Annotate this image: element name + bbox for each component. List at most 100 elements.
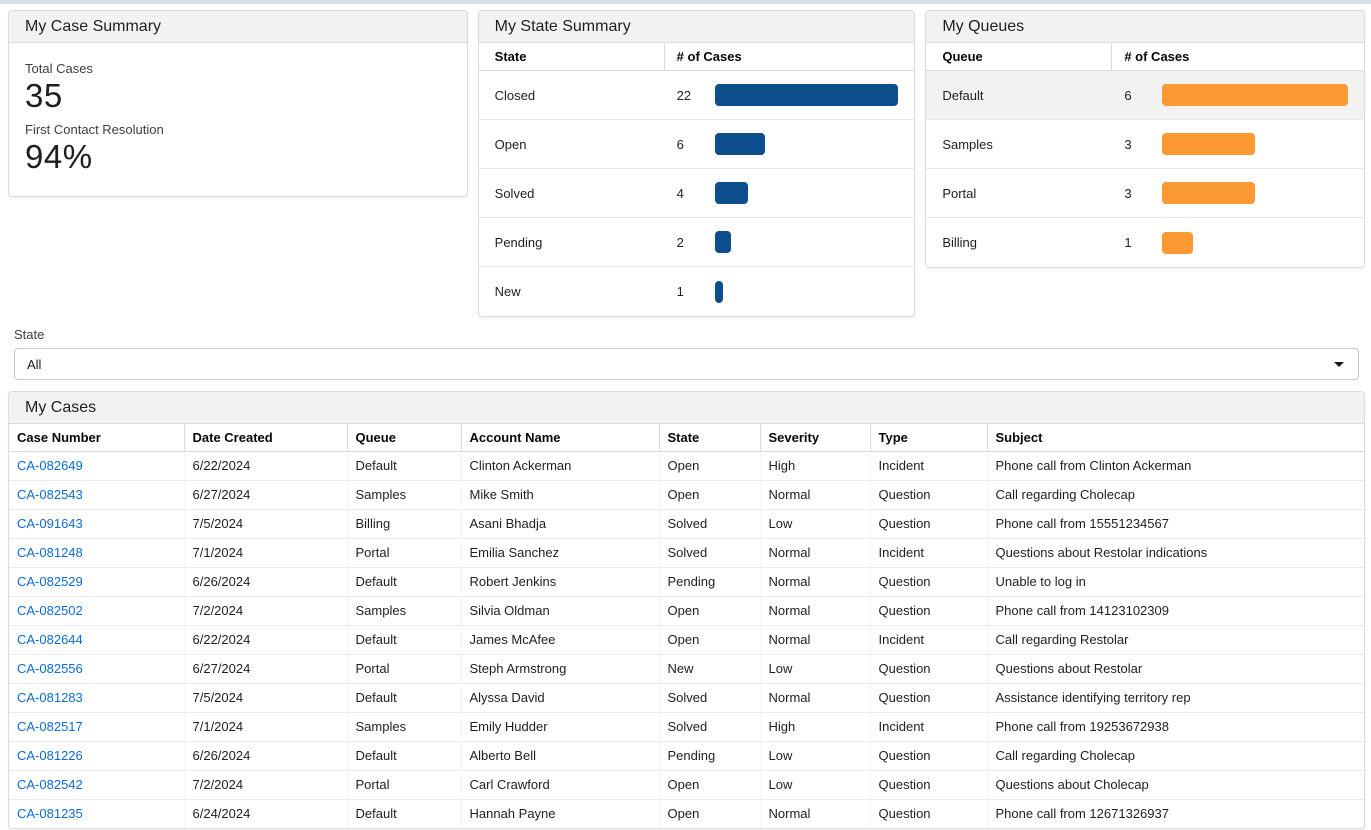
table-cell: Low <box>760 654 871 684</box>
case-number-cell: CA-082644 <box>9 625 185 655</box>
table-cell: Portal <box>347 538 462 568</box>
queues-column-headers: Queue # of Cases <box>926 43 1364 71</box>
card-title: My Case Summary <box>25 17 162 35</box>
table-cell: 7/5/2024 <box>184 683 348 713</box>
table-cell: Incident <box>870 625 988 655</box>
table-row: CA-082502 7/2/2024 Samples Silvia Oldman Ope… <box>9 596 1364 626</box>
queue-row[interactable]: Default 6 <box>926 71 1364 120</box>
table-cell: Samples <box>347 712 462 742</box>
case-number-link[interactable]: CA-082649 <box>17 458 83 473</box>
table-cell: Phone call from Clinton Ackerman <box>987 451 1364 481</box>
table-cell: Question <box>870 654 988 684</box>
table-cell: 6/22/2024 <box>184 451 348 481</box>
column-header[interactable]: Queue <box>347 424 462 452</box>
row-count: 1 <box>1124 235 1132 250</box>
row-label: New <box>494 284 521 299</box>
column-header[interactable]: State <box>659 424 761 452</box>
column-header[interactable]: Case Number <box>9 424 185 452</box>
bar-track <box>714 182 899 204</box>
bar-track <box>714 231 899 253</box>
table-cell: Solved <box>659 538 761 568</box>
case-number-link[interactable]: CA-081226 <box>17 748 83 763</box>
table-cell: Default <box>347 799 462 828</box>
state-summary-row[interactable]: Open 6 <box>478 120 915 169</box>
column-header[interactable]: Subject <box>987 424 1364 452</box>
card-title: My Queues <box>942 17 1025 35</box>
metric-label: First Contact Resolution <box>25 122 164 138</box>
queue-row[interactable]: Billing 1 <box>926 218 1364 267</box>
case-summary-metrics: Total Cases 35 First Contact Resolution … <box>9 43 467 196</box>
table-cell: Default <box>347 451 462 481</box>
table-cell: Incident <box>870 451 988 481</box>
queue-column-header: Queue <box>942 43 1113 70</box>
table-cell: Pending <box>659 741 761 771</box>
table-cell: Billing <box>347 509 462 539</box>
table-cell: Question <box>870 799 988 828</box>
table-cell: Default <box>347 683 462 713</box>
table-row: CA-082529 6/26/2024 Default Robert Jenkins P… <box>9 567 1364 597</box>
column-header[interactable]: Date Created <box>184 424 348 452</box>
case-number-link[interactable]: CA-082542 <box>17 777 83 792</box>
queues-rows: Default 6 Samples 3 Portal 3 Billing 1 <box>926 71 1364 267</box>
case-number-cell: CA-082556 <box>9 654 185 684</box>
state-summary-rows: Closed 22 Open 6 Solved 4 Pending 2 <box>478 71 915 316</box>
column-header[interactable]: Type <box>870 424 988 452</box>
column-header[interactable]: Severity <box>760 424 871 452</box>
case-number-link[interactable]: CA-082543 <box>17 487 83 502</box>
state-summary-row[interactable]: Solved 4 <box>478 169 915 218</box>
row-label: Open <box>494 136 527 152</box>
bar <box>714 84 899 106</box>
case-number-link[interactable]: CA-081235 <box>17 806 83 821</box>
case-number-cell: CA-091643 <box>9 509 185 539</box>
table-cell: Low <box>760 509 871 539</box>
state-filter-label: State <box>14 327 45 342</box>
state-summary-row[interactable]: Closed 22 <box>478 71 915 120</box>
table-cell: Clinton Ackerman <box>461 451 660 481</box>
table-cell: Questions about Restolar indications <box>987 538 1364 568</box>
my-queues-card: My Queues Queue # of Cases Default 6 Sam… <box>925 10 1365 268</box>
state-filter-select[interactable]: All <box>14 348 1359 380</box>
case-number-cell: CA-081226 <box>9 741 185 771</box>
queue-row[interactable]: Portal 3 <box>926 169 1364 218</box>
table-cell: 6/27/2024 <box>184 654 348 684</box>
table-header-row: Case Number Date Created Queue Account Name… <box>9 424 1364 452</box>
row-label: Pending <box>494 234 543 250</box>
table-cell: Samples <box>347 596 462 626</box>
table-cell: Solved <box>659 712 761 742</box>
table-row: CA-082542 7/2/2024 Portal Carl Crawford Open… <box>9 770 1364 800</box>
summary-cards-row: My Case Summary Total Cases 35 First Con… <box>8 10 1365 317</box>
column-header[interactable]: Account Name <box>461 424 660 452</box>
case-number-link[interactable]: CA-081283 <box>17 690 83 705</box>
bar-track <box>714 280 899 303</box>
my-cases-header: My Cases <box>9 392 1364 424</box>
table-cell: Questions about Cholecap <box>987 770 1364 800</box>
table-cell: Call regarding Cholecap <box>987 480 1364 510</box>
state-summary-row[interactable]: New 1 <box>479 267 915 316</box>
case-number-link[interactable]: CA-082517 <box>17 719 83 734</box>
case-number-link[interactable]: CA-082556 <box>17 661 83 676</box>
case-number-link[interactable]: CA-091643 <box>17 516 83 531</box>
table-cell: 7/1/2024 <box>184 538 348 568</box>
bar-track <box>1162 84 1348 106</box>
row-label: Default <box>942 87 984 103</box>
table-cell: Normal <box>760 480 871 510</box>
table-cell: Normal <box>760 625 871 655</box>
bar <box>714 231 732 253</box>
dashboard-page: My Case Summary Total Cases 35 First Con… <box>0 4 1371 829</box>
case-number-link[interactable]: CA-082502 <box>17 603 83 618</box>
table-cell: James McAfee <box>461 625 660 655</box>
table-cell: Normal <box>760 799 871 828</box>
table-cell: Question <box>870 567 988 597</box>
state-column-header: State <box>495 43 665 70</box>
state-summary-row[interactable]: Pending 2 <box>478 218 915 267</box>
case-number-link[interactable]: CA-081248 <box>17 545 83 560</box>
table-row: CA-082556 6/27/2024 Portal Steph Armstrong N… <box>9 654 1364 684</box>
case-number-link[interactable]: CA-082529 <box>17 574 83 589</box>
my-queues-header: My Queues <box>926 11 1364 43</box>
table-cell: Question <box>870 770 988 800</box>
case-number-link[interactable]: CA-082644 <box>17 632 83 647</box>
queue-row[interactable]: Samples 3 <box>926 120 1364 169</box>
row-count: 1 <box>676 284 684 299</box>
row-count: 3 <box>1124 136 1132 152</box>
case-number-cell: CA-082502 <box>9 596 185 626</box>
